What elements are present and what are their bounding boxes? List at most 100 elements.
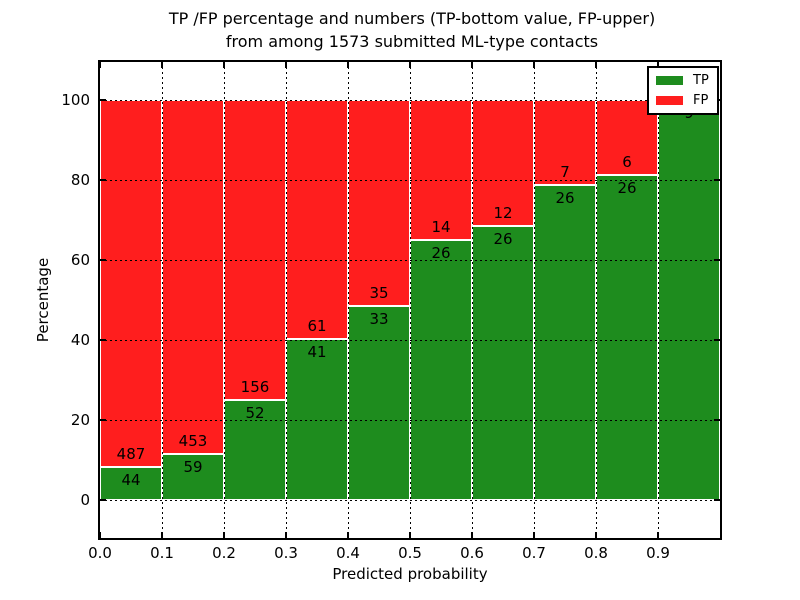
y-tick-label: 40 — [70, 331, 90, 349]
x-gridline — [534, 62, 535, 538]
x-tick-label: 0.6 — [460, 544, 484, 562]
y-tick-right — [714, 339, 720, 341]
x-gridline — [472, 62, 473, 538]
x-tick-top — [657, 62, 659, 68]
legend-item: FP — [656, 94, 709, 107]
bar-segment-fp — [410, 100, 472, 240]
x-gridline — [596, 62, 597, 538]
y-gridline — [100, 340, 720, 341]
bar-label-tp: 59 — [183, 457, 203, 476]
bar-segment-tp — [472, 226, 534, 500]
y-tick-left — [100, 339, 106, 341]
legend-label: FP — [693, 93, 709, 108]
y-tick-label: 80 — [70, 171, 90, 189]
bar-segment-tp — [286, 339, 348, 500]
bar-label-fp: 487 — [116, 444, 146, 463]
x-tick-label: 0.2 — [212, 544, 236, 562]
y-tick-left — [100, 499, 106, 501]
legend-swatch-tp — [656, 76, 683, 85]
legend-label: TP — [693, 73, 709, 88]
bar-label-tp: 44 — [121, 470, 141, 489]
x-tick-label: 0.7 — [522, 544, 546, 562]
y-gridline — [100, 180, 720, 181]
y-tick-label: 100 — [61, 91, 90, 109]
chart-title-line1: TP /FP percentage and numbers (TP-bottom… — [168, 9, 656, 28]
x-tick-bottom — [99, 532, 101, 538]
bar-segment-tp — [534, 184, 596, 500]
x-tick-bottom — [285, 532, 287, 538]
x-tick-bottom — [161, 532, 163, 538]
x-tick-bottom — [533, 532, 535, 538]
legend: TP FP — [647, 66, 719, 115]
y-tick-right — [714, 179, 720, 181]
bar-label-tp: 26 — [431, 244, 451, 262]
x-tick-top — [223, 62, 225, 68]
x-tick-top — [347, 62, 349, 68]
x-tick-bottom — [409, 532, 411, 538]
bar-segment-fp — [348, 100, 410, 306]
bar-label-tp: 26 — [493, 230, 513, 249]
x-tick-bottom — [223, 532, 225, 538]
bar-label-fp: 7 — [560, 162, 570, 181]
bar-segment-tp — [348, 305, 410, 500]
x-gridline — [410, 62, 411, 538]
x-tick-top — [99, 62, 101, 68]
chart-title-line2: from among 1573 submitted ML-type contac… — [225, 32, 599, 51]
bar-segment-tp — [596, 175, 658, 500]
bar-label-tp: 26 — [555, 188, 575, 207]
y-axis-label: Percentage — [34, 257, 52, 343]
y-tick-right — [714, 419, 720, 421]
bar-segment-tp — [162, 453, 224, 500]
y-tick-left — [100, 179, 106, 181]
bar-label-tp: 33 — [369, 309, 389, 328]
bar-segment-tp — [224, 400, 286, 500]
y-tick-left — [100, 419, 106, 421]
x-tick-top — [471, 62, 473, 68]
y-gridline — [100, 420, 720, 421]
y-tick-label: 20 — [70, 411, 90, 429]
x-gridline — [162, 62, 163, 538]
x-tick-bottom — [595, 532, 597, 538]
plot-area: 0.0 0.1 0.2 0.3 0.4 0.5 0.6 0.7 0.8 0.9 0 20 40 60 80 1… — [34, 60, 722, 583]
x-tick-label: 0.5 — [398, 544, 422, 562]
y-tick-label: 0 — [80, 491, 90, 509]
x-tick-label: 0.8 — [584, 544, 608, 562]
y-tick-left — [100, 99, 106, 101]
y-gridline — [100, 260, 720, 261]
x-tick-label: 0.9 — [646, 544, 670, 562]
x-tick-bottom — [347, 532, 349, 538]
bar-label-fp: 156 — [240, 378, 270, 396]
bar-label-fp: 61 — [307, 317, 327, 336]
y-tick-right — [714, 259, 720, 261]
x-gridline — [224, 62, 225, 538]
x-tick-label: 0.3 — [274, 544, 298, 562]
bar-segment-fp — [162, 100, 224, 454]
bar-label-tp: 26 — [617, 179, 637, 197]
bar-segment-fp — [100, 100, 162, 467]
bar-label-tp: 52 — [245, 404, 265, 422]
x-tick-bottom — [471, 532, 473, 538]
bar-label-fp: 12 — [493, 204, 513, 223]
x-gridline — [348, 62, 349, 538]
x-tick-label: 0.0 — [88, 544, 112, 562]
legend-swatch-fp — [656, 96, 683, 105]
x-tick-top — [161, 62, 163, 68]
x-tick-top — [595, 62, 597, 68]
x-tick-top — [409, 62, 411, 68]
x-tick-label: 0.4 — [336, 544, 360, 562]
y-tick-right — [714, 499, 720, 501]
y-tick-label: 60 — [70, 251, 90, 269]
y-gridline — [100, 100, 720, 101]
chart-title: TP /FP percentage and numbers (TP-bottom… — [100, 7, 724, 53]
y-gridline — [100, 500, 720, 501]
bar-label-fp: 6 — [622, 153, 632, 171]
x-tick-top — [533, 62, 535, 68]
x-gridline — [658, 62, 659, 538]
x-tick-top — [285, 62, 287, 68]
bar-segment-tp — [410, 240, 472, 500]
bar-label-fp: 453 — [178, 431, 208, 450]
x-tick-bottom — [657, 532, 659, 538]
bar-label-fp: 14 — [431, 218, 451, 236]
bar-label-fp: 35 — [369, 283, 389, 302]
